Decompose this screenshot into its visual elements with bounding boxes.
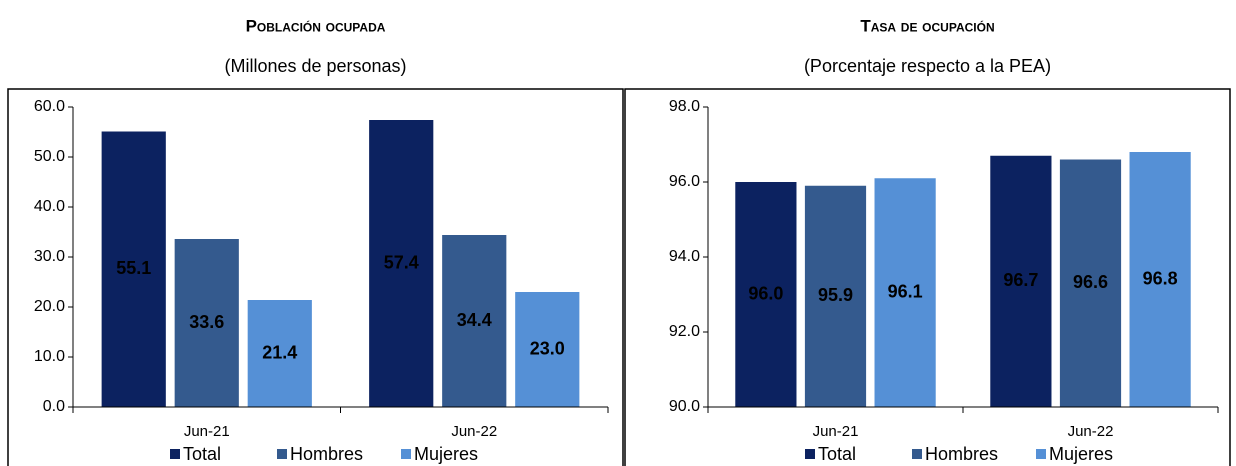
chart-frame bbox=[624, 88, 1231, 466]
bar bbox=[804, 185, 867, 407]
y-tick-label: 98.0 bbox=[669, 98, 700, 115]
chart-subtitle: (Millones de personas) bbox=[224, 56, 406, 76]
bar bbox=[515, 292, 580, 407]
chart-frame bbox=[7, 88, 624, 466]
bar bbox=[990, 155, 1052, 407]
bar bbox=[174, 239, 239, 407]
legend-swatch bbox=[170, 449, 180, 459]
x-tick-label: Jun-21 bbox=[184, 423, 230, 440]
chart-subtitle: (Porcentaje respecto a la PEA) bbox=[804, 56, 1051, 76]
y-tick-label: 90.0 bbox=[669, 398, 700, 415]
chart-title: Tasa de ocupación bbox=[860, 16, 994, 35]
y-tick-label: 94.0 bbox=[669, 248, 700, 265]
data-label: 96.1 bbox=[888, 281, 923, 301]
data-label: 96.8 bbox=[1143, 268, 1178, 288]
x-tick-label: Jun-22 bbox=[451, 423, 497, 440]
legend-swatch bbox=[805, 449, 815, 459]
bar bbox=[874, 178, 936, 407]
bar bbox=[247, 300, 312, 407]
legend-swatch bbox=[1036, 449, 1046, 459]
data-label: 57.4 bbox=[384, 252, 419, 272]
data-label: 34.4 bbox=[457, 310, 492, 330]
data-label: 21.4 bbox=[262, 342, 297, 362]
data-label: 55.1 bbox=[116, 258, 151, 278]
legend-swatch bbox=[401, 449, 411, 459]
data-label: 96.6 bbox=[1073, 272, 1108, 292]
legend-label: Hombres bbox=[925, 444, 998, 464]
data-label: 96.0 bbox=[748, 283, 783, 303]
legend-label: Mujeres bbox=[414, 444, 478, 464]
y-tick-label: 60.0 bbox=[34, 98, 65, 115]
chart-title: Población ocupada bbox=[246, 16, 386, 35]
y-tick-label: 0.0 bbox=[43, 398, 65, 415]
data-label: 96.7 bbox=[1003, 270, 1038, 290]
legend-label: Mujeres bbox=[1049, 444, 1113, 464]
bar bbox=[369, 120, 434, 407]
legend-swatch bbox=[912, 449, 922, 459]
y-tick-label: 20.0 bbox=[34, 298, 65, 315]
bar bbox=[1129, 152, 1191, 407]
legend-label: Total bbox=[183, 444, 221, 464]
data-label: 23.0 bbox=[530, 338, 565, 358]
data-label: 95.9 bbox=[818, 285, 853, 305]
y-tick-label: 92.0 bbox=[669, 323, 700, 340]
bar bbox=[1059, 159, 1122, 407]
y-tick-label: 10.0 bbox=[34, 348, 65, 365]
legend-label: Total bbox=[818, 444, 856, 464]
x-tick-label: Jun-22 bbox=[1068, 423, 1114, 440]
data-label: 33.6 bbox=[189, 312, 224, 332]
x-tick-label: Jun-21 bbox=[813, 423, 859, 440]
legend-label: Hombres bbox=[290, 444, 363, 464]
bar bbox=[735, 182, 797, 407]
y-tick-label: 50.0 bbox=[34, 148, 65, 165]
y-tick-label: 40.0 bbox=[34, 198, 65, 215]
legend-swatch bbox=[277, 449, 287, 459]
bar bbox=[101, 131, 166, 407]
bar bbox=[442, 235, 507, 407]
y-tick-label: 30.0 bbox=[34, 248, 65, 265]
y-tick-label: 96.0 bbox=[669, 173, 700, 190]
